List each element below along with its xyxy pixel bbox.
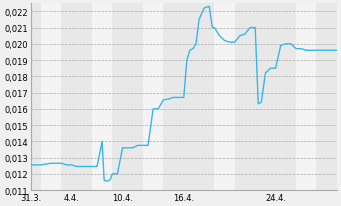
Bar: [92, 4, 112, 190]
Bar: [296, 4, 316, 190]
Bar: [143, 4, 163, 190]
Bar: [41, 4, 61, 190]
Bar: [214, 4, 235, 190]
